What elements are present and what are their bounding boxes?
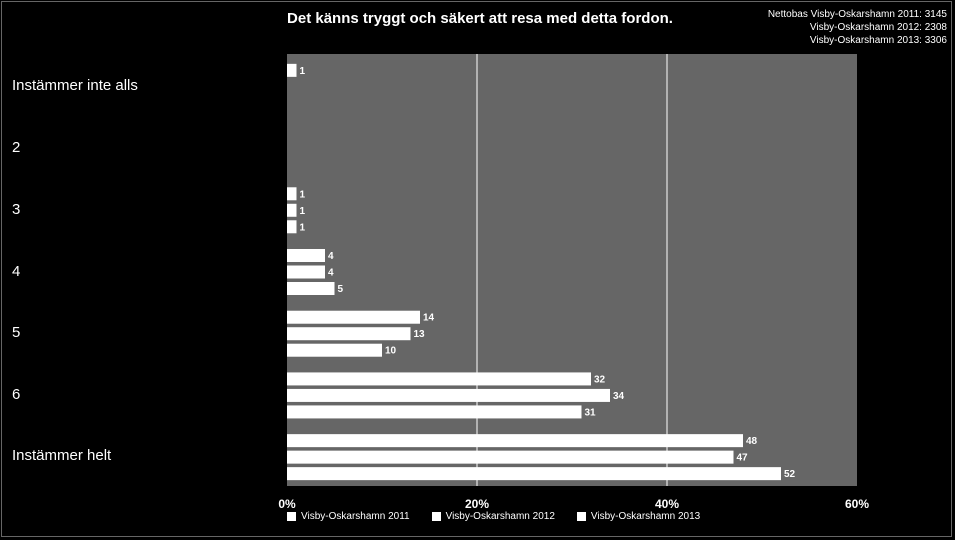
category-label: 3	[12, 201, 21, 218]
bar	[287, 220, 297, 234]
legend-item-2011: Visby-Oskarshamn 2011	[287, 511, 410, 522]
legend-label: Visby-Oskarshamn 2013	[590, 511, 701, 522]
bar	[287, 434, 743, 448]
x-tick-label: 20%	[465, 497, 489, 511]
category-label: 4	[12, 263, 21, 280]
legend: Visby-Oskarshamn 2011 Visby-Oskarshamn 2…	[287, 511, 700, 522]
bar	[287, 203, 297, 217]
x-tick-label: 0%	[278, 497, 296, 511]
data-label: 31	[585, 407, 597, 418]
x-tick-label: 60%	[845, 497, 869, 511]
bar	[287, 372, 591, 386]
bar	[287, 282, 335, 295]
data-label: 14	[423, 313, 435, 324]
base-line-2011: Nettobas Visby-Oskarshamn 2011: 3145	[767, 9, 947, 20]
data-label: 4	[328, 251, 334, 262]
legend-swatch	[431, 512, 441, 521]
category-label: 5	[12, 324, 21, 341]
category-label: 2	[12, 139, 21, 156]
legend-item-2012: Visby-Oskarshamn 2012	[431, 511, 555, 522]
bar	[287, 327, 411, 341]
x-tick-label: 40%	[655, 497, 679, 511]
bar	[287, 467, 781, 481]
chart-title: Det känns tryggt och säkert att resa med…	[287, 10, 673, 27]
data-label: 4	[328, 268, 334, 279]
data-label: 10	[385, 346, 397, 357]
data-label: 13	[414, 329, 426, 340]
data-label: 1	[300, 66, 306, 77]
data-label: 47	[737, 453, 749, 464]
bar	[287, 405, 582, 419]
data-label: 1	[300, 189, 306, 200]
data-label: 48	[746, 436, 758, 447]
bar	[287, 388, 610, 402]
data-label: 34	[613, 391, 625, 402]
bar	[287, 63, 297, 77]
category-label: 6	[12, 386, 21, 403]
category-label: Instämmer helt	[12, 447, 112, 464]
bar	[287, 187, 297, 201]
base-line-2013: Visby-Oskarshamn 2013: 3306	[809, 35, 947, 46]
bar	[287, 265, 325, 279]
legend-swatch	[576, 512, 586, 521]
data-label: 5	[338, 284, 344, 295]
legend-item-2013: Visby-Oskarshamn 2013	[576, 511, 701, 522]
bar	[287, 343, 382, 357]
base-line-2012: Visby-Oskarshamn 2012: 2308	[809, 22, 947, 33]
base-info: Nettobas Visby-Oskarshamn 2011: 3145 Vis…	[768, 8, 947, 47]
bar	[287, 450, 734, 464]
legend-swatch	[287, 512, 296, 521]
data-label: 32	[594, 374, 606, 385]
legend-label: Visby-Oskarshamn 2012	[445, 511, 555, 522]
category-label: Instämmer inte alls	[12, 77, 138, 94]
bar	[287, 310, 420, 324]
bar	[287, 249, 325, 262]
data-label: 1	[300, 222, 306, 233]
plot-area	[287, 54, 857, 486]
data-label: 52	[784, 469, 796, 480]
legend-label: Visby-Oskarshamn 2011	[301, 511, 410, 522]
data-label: 1	[300, 206, 306, 217]
